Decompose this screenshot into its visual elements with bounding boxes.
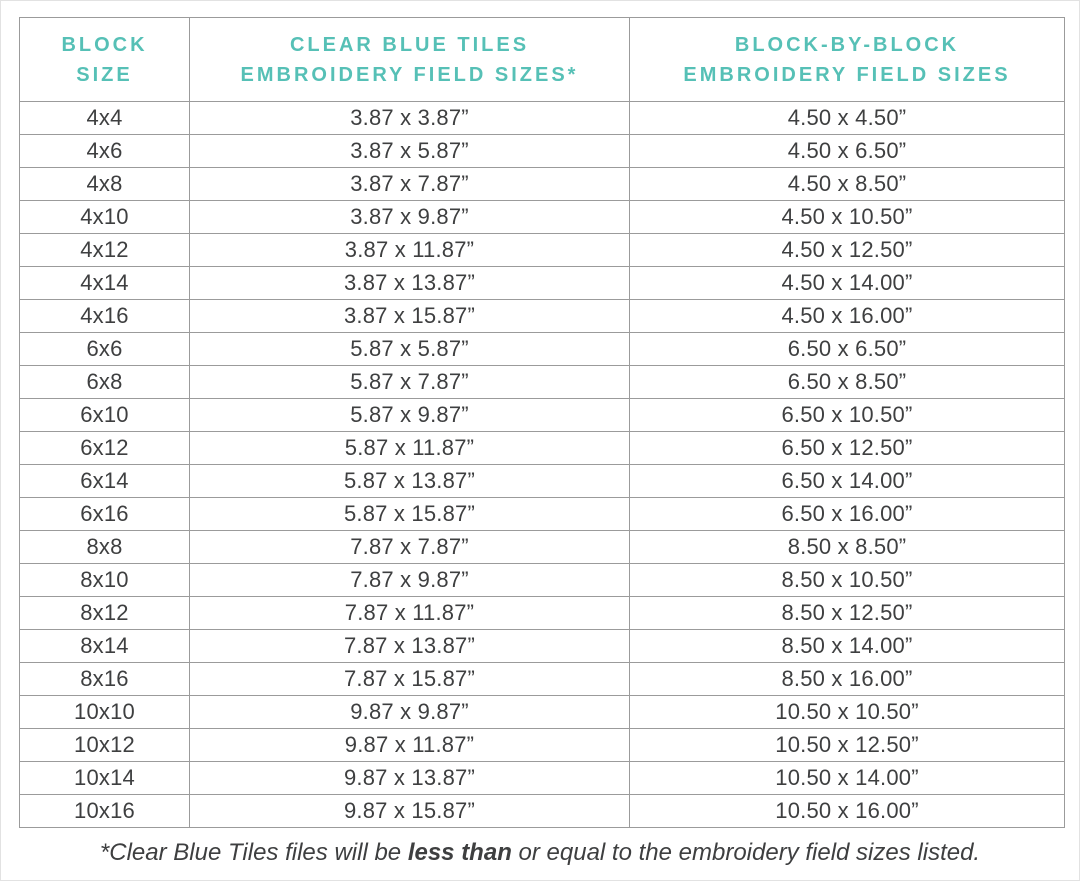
- clear-blue-tiles-size-cell: 7.87 x 13.87”: [189, 629, 630, 663]
- block-size-cell: 4x6: [19, 134, 190, 168]
- block-size-cell: 6x10: [19, 398, 190, 432]
- table-row: 4x14 3.87 x 13.87” 4.50 x 14.00”: [19, 266, 1065, 300]
- header-clear-blue-tiles-field-sizes: CLEAR BLUE TILES EMBROIDERY FIELD SIZES*: [189, 17, 630, 102]
- block-size-cell: 10x12: [19, 728, 190, 762]
- table-row: 4x8 3.87 x 7.87” 4.50 x 8.50”: [19, 167, 1065, 201]
- block-by-block-size-cell: 10.50 x 14.00”: [629, 761, 1065, 795]
- block-by-block-size-cell: 6.50 x 8.50”: [629, 365, 1065, 399]
- block-size-cell: 10x16: [19, 794, 190, 828]
- clear-blue-tiles-size-cell: 3.87 x 13.87”: [189, 266, 630, 300]
- clear-blue-tiles-size-cell: 5.87 x 9.87”: [189, 398, 630, 432]
- block-by-block-size-cell: 8.50 x 12.50”: [629, 596, 1065, 630]
- clear-blue-tiles-size-cell: 9.87 x 13.87”: [189, 761, 630, 795]
- table-row: 4x12 3.87 x 11.87” 4.50 x 12.50”: [19, 233, 1065, 267]
- block-size-cell: 6x14: [19, 464, 190, 498]
- clear-blue-tiles-size-cell: 9.87 x 15.87”: [189, 794, 630, 828]
- block-by-block-size-cell: 4.50 x 12.50”: [629, 233, 1065, 267]
- block-by-block-size-cell: 4.50 x 4.50”: [629, 101, 1065, 135]
- block-by-block-size-cell: 8.50 x 14.00”: [629, 629, 1065, 663]
- clear-blue-tiles-size-cell: 9.87 x 9.87”: [189, 695, 630, 729]
- clear-blue-tiles-size-cell: 3.87 x 11.87”: [189, 233, 630, 267]
- table-row: 8x16 7.87 x 15.87” 8.50 x 16.00”: [19, 662, 1065, 696]
- block-by-block-size-cell: 6.50 x 14.00”: [629, 464, 1065, 498]
- clear-blue-tiles-size-cell: 3.87 x 3.87”: [189, 101, 630, 135]
- block-by-block-size-cell: 4.50 x 10.50”: [629, 200, 1065, 234]
- clear-blue-tiles-size-cell: 7.87 x 9.87”: [189, 563, 630, 597]
- clear-blue-tiles-size-cell: 7.87 x 15.87”: [189, 662, 630, 696]
- footnote-bold-text: less than: [407, 839, 512, 866]
- table-row: 6x10 5.87 x 9.87” 6.50 x 10.50”: [19, 398, 1065, 432]
- clear-blue-tiles-size-cell: 5.87 x 11.87”: [189, 431, 630, 465]
- table-row: 8x10 7.87 x 9.87” 8.50 x 10.50”: [19, 563, 1065, 597]
- block-by-block-size-cell: 6.50 x 10.50”: [629, 398, 1065, 432]
- table-row: 6x8 5.87 x 7.87” 6.50 x 8.50”: [19, 365, 1065, 399]
- block-size-cell: 4x4: [19, 101, 190, 135]
- block-by-block-size-cell: 10.50 x 16.00”: [629, 794, 1065, 828]
- clear-blue-tiles-size-cell: 5.87 x 7.87”: [189, 365, 630, 399]
- block-by-block-size-cell: 4.50 x 14.00”: [629, 266, 1065, 300]
- clear-blue-tiles-size-cell: 3.87 x 5.87”: [189, 134, 630, 168]
- table-row: 4x10 3.87 x 9.87” 4.50 x 10.50”: [19, 200, 1065, 234]
- block-by-block-size-cell: 8.50 x 16.00”: [629, 662, 1065, 696]
- clear-blue-tiles-size-cell: 9.87 x 11.87”: [189, 728, 630, 762]
- block-size-cell: 10x14: [19, 761, 190, 795]
- table-row: 6x14 5.87 x 13.87” 6.50 x 14.00”: [19, 464, 1065, 498]
- table-row: 10x16 9.87 x 15.87” 10.50 x 16.00”: [19, 794, 1065, 828]
- block-size-cell: 6x6: [19, 332, 190, 366]
- clear-blue-tiles-size-cell: 3.87 x 7.87”: [189, 167, 630, 201]
- block-size-cell: 4x16: [19, 299, 190, 333]
- block-by-block-size-cell: 6.50 x 12.50”: [629, 431, 1065, 465]
- block-by-block-size-cell: 8.50 x 8.50”: [629, 530, 1065, 564]
- block-size-cell: 4x10: [19, 200, 190, 234]
- header-block-by-block-field-sizes: BLOCK-BY-BLOCK EMBROIDERY FIELD SIZES: [629, 17, 1065, 102]
- embroidery-size-table: BLOCK SIZE CLEAR BLUE TILES EMBROIDERY F…: [19, 17, 1065, 828]
- clear-blue-tiles-size-cell: 3.87 x 9.87”: [189, 200, 630, 234]
- block-size-cell: 6x16: [19, 497, 190, 531]
- block-size-cell: 8x8: [19, 530, 190, 564]
- block-by-block-size-cell: 8.50 x 10.50”: [629, 563, 1065, 597]
- footnote-prefix: *Clear Blue Tiles files will be: [99, 839, 408, 866]
- table-row: 4x16 3.87 x 15.87” 4.50 x 16.00”: [19, 299, 1065, 333]
- table-row: 10x12 9.87 x 11.87” 10.50 x 12.50”: [19, 728, 1065, 762]
- clear-blue-tiles-size-cell: 3.87 x 15.87”: [189, 299, 630, 333]
- block-by-block-size-cell: 4.50 x 8.50”: [629, 167, 1065, 201]
- table-row: 8x8 7.87 x 7.87” 8.50 x 8.50”: [19, 530, 1065, 564]
- table-row: 6x16 5.87 x 15.87” 6.50 x 16.00”: [19, 497, 1065, 531]
- block-size-cell: 4x14: [19, 266, 190, 300]
- table-body: 4x4 3.87 x 3.87” 4.50 x 4.50” 4x6 3.87 x…: [19, 101, 1065, 828]
- block-size-cell: 10x10: [19, 695, 190, 729]
- header-row: BLOCK SIZE CLEAR BLUE TILES EMBROIDERY F…: [19, 17, 1065, 102]
- block-size-cell: 6x8: [19, 365, 190, 399]
- block-size-cell: 8x12: [19, 596, 190, 630]
- block-by-block-size-cell: 4.50 x 16.00”: [629, 299, 1065, 333]
- block-by-block-size-cell: 6.50 x 6.50”: [629, 332, 1065, 366]
- table-row: 10x10 9.87 x 9.87” 10.50 x 10.50”: [19, 695, 1065, 729]
- table-row: 8x12 7.87 x 11.87” 8.50 x 12.50”: [19, 596, 1065, 630]
- table-row: 4x6 3.87 x 5.87” 4.50 x 6.50”: [19, 134, 1065, 168]
- block-by-block-size-cell: 4.50 x 6.50”: [629, 134, 1065, 168]
- block-by-block-size-cell: 6.50 x 16.00”: [629, 497, 1065, 531]
- table-row: 6x12 5.87 x 11.87” 6.50 x 12.50”: [19, 431, 1065, 465]
- block-by-block-size-cell: 10.50 x 12.50”: [629, 728, 1065, 762]
- footnote: *Clear Blue Tiles files will be less tha…: [1, 839, 1079, 867]
- table-row: 8x14 7.87 x 13.87” 8.50 x 14.00”: [19, 629, 1065, 663]
- block-size-cell: 4x8: [19, 167, 190, 201]
- clear-blue-tiles-size-cell: 5.87 x 15.87”: [189, 497, 630, 531]
- table-row: 6x6 5.87 x 5.87” 6.50 x 6.50”: [19, 332, 1065, 366]
- clear-blue-tiles-size-cell: 5.87 x 13.87”: [189, 464, 630, 498]
- clear-blue-tiles-size-cell: 7.87 x 11.87”: [189, 596, 630, 630]
- block-size-cell: 8x14: [19, 629, 190, 663]
- block-size-cell: 8x10: [19, 563, 190, 597]
- table-row: 10x14 9.87 x 13.87” 10.50 x 14.00”: [19, 761, 1065, 795]
- clear-blue-tiles-size-cell: 7.87 x 7.87”: [189, 530, 630, 564]
- clear-blue-tiles-size-cell: 5.87 x 5.87”: [189, 332, 630, 366]
- block-size-cell: 6x12: [19, 431, 190, 465]
- block-size-cell: 4x12: [19, 233, 190, 267]
- block-size-cell: 8x16: [19, 662, 190, 696]
- footnote-suffix: or equal to the embroidery field sizes l…: [511, 839, 981, 866]
- table-row: 4x4 3.87 x 3.87” 4.50 x 4.50”: [19, 101, 1065, 135]
- block-by-block-size-cell: 10.50 x 10.50”: [629, 695, 1065, 729]
- header-block-size: BLOCK SIZE: [19, 17, 190, 102]
